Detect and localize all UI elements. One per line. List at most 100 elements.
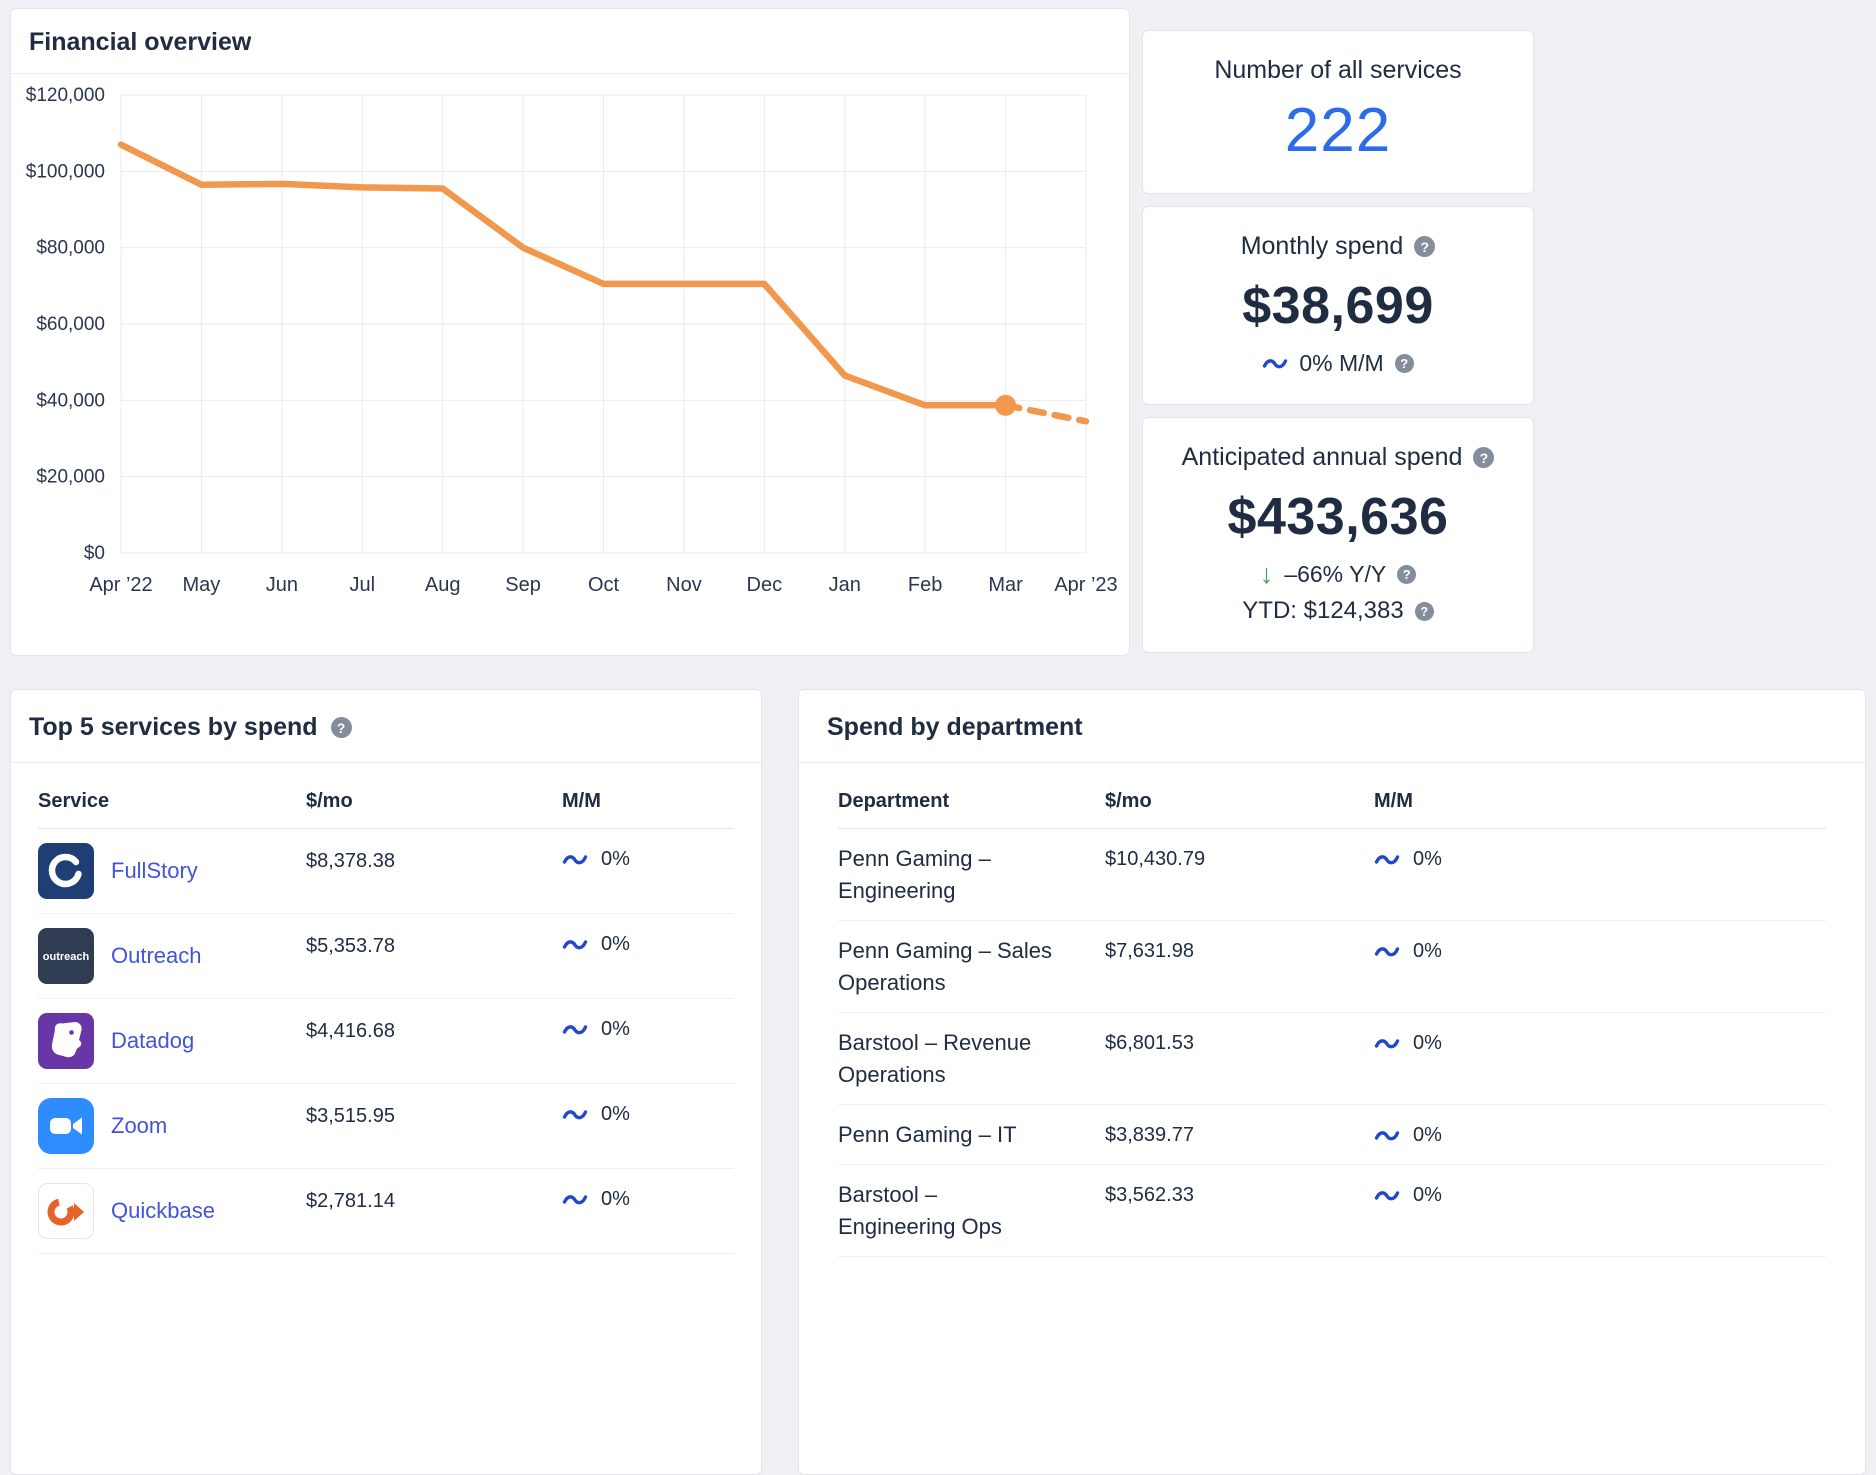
svg-text:Jul: Jul <box>349 574 375 596</box>
service-spend: $5,353.78 <box>306 935 395 957</box>
svg-text:Sep: Sep <box>505 574 541 596</box>
department-spend: $3,839.77 <box>1105 1124 1194 1146</box>
financial-overview-title: Financial overview <box>29 28 252 56</box>
svg-text:$80,000: $80,000 <box>36 238 105 259</box>
svg-text:$120,000: $120,000 <box>26 85 105 106</box>
monthly-spend-change: 0% M/M <box>1163 350 1513 377</box>
department-name: Barstool – Engineering Ops <box>838 1182 1002 1239</box>
monthly-spend-title-text: Monthly spend <box>1240 232 1404 260</box>
table-row: FullStory $8,378.38 0% <box>38 829 734 914</box>
service-mm-value: 0% <box>601 848 630 870</box>
department-mm: 0% <box>1374 935 1826 967</box>
service-mm-value: 0% <box>601 1018 630 1040</box>
services-count-value: 222 <box>1284 96 1392 165</box>
zoom-icon <box>38 1098 94 1154</box>
department-mm-value: 0% <box>1413 1124 1442 1146</box>
annual-spend-value: $433,636 <box>1227 488 1449 546</box>
service-link-outreach[interactable]: Outreach <box>111 943 202 968</box>
help-icon[interactable] <box>330 717 352 738</box>
svg-text:$0: $0 <box>84 543 105 564</box>
svg-text:Jun: Jun <box>266 574 298 596</box>
svg-text:Feb: Feb <box>908 574 942 596</box>
monthly-spend-value: $38,699 <box>1242 277 1434 335</box>
service-link-datadog[interactable]: Datadog <box>111 1028 195 1053</box>
svg-text:Mar: Mar <box>988 574 1023 596</box>
spend-by-department-table: Department $/mo M/M Penn Gaming – Engine… <box>799 763 1865 1257</box>
service-cell: FullStory <box>38 843 306 899</box>
department-spend: $3,562.33 <box>1105 1184 1194 1206</box>
svg-text:Nov: Nov <box>666 574 702 596</box>
service-link-fullstory[interactable]: FullStory <box>111 858 198 883</box>
service-cell: Datadog <box>38 1013 306 1069</box>
svg-text:Jan: Jan <box>829 574 861 596</box>
department-mm: 0% <box>1374 1119 1826 1151</box>
svg-text:Dec: Dec <box>747 574 783 596</box>
col-mm: M/M <box>562 790 601 812</box>
svg-text:outreach: outreach <box>43 951 90 963</box>
department-name: Penn Gaming – Sales Operations <box>838 938 1053 995</box>
department-name: Barstool – Revenue Operations <box>838 1030 1032 1087</box>
annual-spend-title: Anticipated annual spend <box>1163 443 1513 472</box>
help-icon[interactable] <box>1397 565 1417 584</box>
service-mm: 0% <box>562 843 734 871</box>
help-icon[interactable] <box>1414 601 1434 621</box>
service-cell: outreach Outreach <box>38 928 306 984</box>
department-name: Penn Gaming – IT <box>838 1122 1017 1147</box>
help-icon[interactable] <box>1414 236 1436 257</box>
ytd-spend-text: YTD: $124,383 <box>1242 597 1404 624</box>
department-mm-value: 0% <box>1413 848 1442 870</box>
spend-by-department-header: Spend by department <box>799 690 1865 763</box>
flat-trend-icon <box>562 1192 588 1207</box>
department-table-head: Department $/mo M/M <box>838 763 1826 829</box>
monthly-spend-change-text: 0% M/M <box>1299 350 1384 376</box>
svg-text:$40,000: $40,000 <box>36 390 105 411</box>
table-row: outreach Outreach $5,353.78 0% <box>38 914 734 999</box>
department-spend: $10,430.79 <box>1105 848 1206 870</box>
fullstory-icon <box>38 843 94 899</box>
service-cell: Quickbase <box>38 1183 306 1239</box>
col-spend: $/mo <box>1105 790 1152 812</box>
top-services-table: Service $/mo M/M FullStory <box>11 763 761 1254</box>
annual-spend-card: Anticipated annual spend $433,636 –66% Y… <box>1142 417 1534 653</box>
table-row: Zoom $3,515.95 0% <box>38 1084 734 1169</box>
spend-trend-chart: $0 $20,000 $40,000 $60,000 $80,000 $100,000 $1… <box>26 85 1118 596</box>
department-mm: 0% <box>1374 1179 1826 1211</box>
table-row: Barstool – Engineering Ops $3,562.33 0% <box>838 1165 1826 1257</box>
service-mm: 0% <box>562 928 734 956</box>
service-cell: Zoom <box>38 1098 306 1154</box>
annual-spend-title-text: Anticipated annual spend <box>1181 443 1463 471</box>
table-row: Penn Gaming – IT $3,839.77 0% <box>838 1105 1826 1165</box>
top-services-title: Top 5 services by spend <box>29 713 318 741</box>
services-count-title-text: Number of all services <box>1214 56 1462 84</box>
flat-trend-icon <box>1374 1188 1400 1203</box>
department-spend: $6,801.53 <box>1105 1032 1194 1054</box>
table-row: Quickbase $2,781.14 0% <box>38 1169 734 1254</box>
service-link-quickbase[interactable]: Quickbase <box>111 1198 215 1223</box>
svg-text:$100,000: $100,000 <box>26 161 105 182</box>
annual-spend-change: –66% Y/Y <box>1163 561 1513 588</box>
service-link-zoom[interactable]: Zoom <box>111 1113 168 1138</box>
help-icon[interactable] <box>1394 354 1414 373</box>
service-mm: 0% <box>562 1098 734 1126</box>
quickbase-icon <box>38 1183 94 1239</box>
top-services-header: Top 5 services by spend <box>11 690 761 763</box>
department-name: Penn Gaming – Engineering <box>838 846 991 903</box>
service-mm: 0% <box>562 1183 734 1211</box>
down-arrow-icon <box>1260 561 1274 588</box>
svg-text:May: May <box>183 574 221 596</box>
table-row: Penn Gaming – Engineering $10,430.79 0% <box>838 829 1826 921</box>
svg-text:$20,000: $20,000 <box>36 467 105 488</box>
table-row: Barstool – Revenue Operations $6,801.53 … <box>838 1013 1826 1105</box>
top-row: Financial overview $0 $20,000 $40,000 $60,0… <box>10 8 1866 656</box>
table-row: Penn Gaming – Sales Operations $7,631.98… <box>838 921 1826 1013</box>
service-mm-value: 0% <box>601 1103 630 1125</box>
department-mm-value: 0% <box>1413 1032 1442 1054</box>
help-icon[interactable] <box>1473 447 1495 468</box>
outreach-icon: outreach <box>38 928 94 984</box>
service-spend: $4,416.68 <box>306 1020 395 1042</box>
top-services-card: Top 5 services by spend Service $/mo M/M <box>10 689 762 1475</box>
flat-trend-icon <box>1374 1128 1400 1143</box>
bottom-row: Top 5 services by spend Service $/mo M/M <box>10 689 1866 1475</box>
department-mm-value: 0% <box>1413 940 1442 962</box>
